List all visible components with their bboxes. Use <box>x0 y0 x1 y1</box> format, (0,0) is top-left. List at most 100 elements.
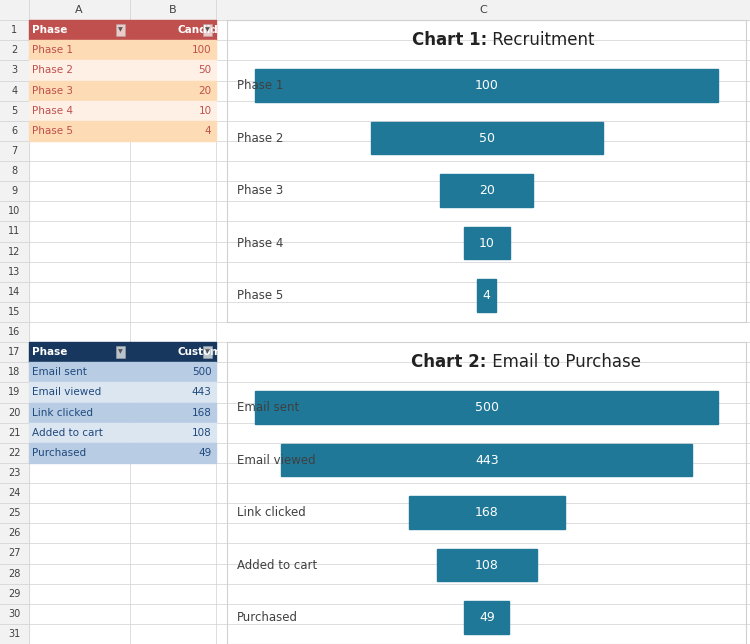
Text: 18: 18 <box>8 367 20 377</box>
Text: 15: 15 <box>8 307 20 317</box>
Text: 31: 31 <box>8 629 20 639</box>
Text: Phase 1: Phase 1 <box>32 45 74 55</box>
Bar <box>130 402 216 422</box>
Text: 12: 12 <box>8 247 20 256</box>
Text: 4: 4 <box>205 126 212 136</box>
Text: Purchased: Purchased <box>32 448 86 458</box>
FancyBboxPatch shape <box>116 24 125 36</box>
Text: Phase 2: Phase 2 <box>32 66 74 75</box>
Text: 168: 168 <box>475 506 499 519</box>
Bar <box>28 41 130 61</box>
Text: 5: 5 <box>11 106 17 116</box>
Bar <box>371 122 602 155</box>
Text: 11: 11 <box>8 227 20 236</box>
Bar <box>28 61 130 80</box>
Text: 22: 22 <box>8 448 20 458</box>
Text: 50: 50 <box>198 66 211 75</box>
Text: 30: 30 <box>8 609 20 619</box>
Bar <box>130 100 216 121</box>
Text: Candidates: Candidates <box>177 25 243 35</box>
Bar <box>130 41 216 61</box>
Text: 10: 10 <box>8 206 20 216</box>
Text: 17: 17 <box>8 347 20 357</box>
Text: 8: 8 <box>11 166 17 176</box>
Text: 10: 10 <box>198 106 211 116</box>
Bar <box>436 549 537 582</box>
Bar <box>28 100 130 121</box>
Bar <box>130 362 216 383</box>
Text: 7: 7 <box>11 146 17 156</box>
Text: 13: 13 <box>8 267 20 277</box>
Bar <box>409 497 565 529</box>
Text: 14: 14 <box>8 287 20 297</box>
Text: B: B <box>169 5 177 15</box>
Text: Email viewed: Email viewed <box>32 388 101 397</box>
Text: Link clicked: Link clicked <box>32 408 93 417</box>
Text: 20: 20 <box>8 408 20 417</box>
Bar <box>130 20 216 41</box>
Text: 4: 4 <box>483 289 490 302</box>
Text: Phase 5: Phase 5 <box>236 289 283 302</box>
Text: Phase 4: Phase 4 <box>236 237 283 250</box>
Text: Phase 4: Phase 4 <box>32 106 74 116</box>
Text: 100: 100 <box>475 79 499 92</box>
Text: 4: 4 <box>11 86 17 95</box>
Text: 108: 108 <box>192 428 211 438</box>
Bar <box>130 61 216 80</box>
Text: 24: 24 <box>8 488 20 498</box>
Text: 16: 16 <box>8 327 20 337</box>
Bar <box>130 422 216 443</box>
Text: Recruitment: Recruitment <box>487 31 594 49</box>
Text: Link clicked: Link clicked <box>236 506 305 519</box>
Text: Phase 2: Phase 2 <box>236 131 283 145</box>
Text: 26: 26 <box>8 528 20 538</box>
Text: 9: 9 <box>11 186 17 196</box>
Bar <box>28 80 130 100</box>
Bar <box>130 443 216 463</box>
Text: Added to cart: Added to cart <box>236 559 316 572</box>
FancyBboxPatch shape <box>116 346 125 358</box>
Text: 19: 19 <box>8 388 20 397</box>
Text: 2: 2 <box>11 45 17 55</box>
Text: ▼: ▼ <box>205 28 209 33</box>
Text: 3: 3 <box>11 66 17 75</box>
Text: 20: 20 <box>198 86 211 95</box>
Bar <box>28 422 130 443</box>
Text: Phase: Phase <box>32 25 68 35</box>
Text: 443: 443 <box>192 388 211 397</box>
Text: Phase: Phase <box>32 347 68 357</box>
Bar <box>28 402 130 422</box>
Text: 27: 27 <box>8 549 20 558</box>
Text: Phase 3: Phase 3 <box>236 184 283 197</box>
Text: 49: 49 <box>478 611 495 624</box>
Bar <box>255 70 718 102</box>
Text: Phase 1: Phase 1 <box>236 79 283 92</box>
Text: Email sent: Email sent <box>236 401 298 414</box>
Text: 28: 28 <box>8 569 20 578</box>
Text: 25: 25 <box>8 508 20 518</box>
Text: 500: 500 <box>475 401 499 414</box>
Text: 443: 443 <box>475 453 499 467</box>
Bar <box>0 0 750 20</box>
Text: Purchased: Purchased <box>236 611 298 624</box>
Text: ▼: ▼ <box>205 350 209 355</box>
Text: Added to cart: Added to cart <box>32 428 103 438</box>
Text: 20: 20 <box>478 184 495 197</box>
Bar <box>130 383 216 402</box>
Text: 168: 168 <box>192 408 211 417</box>
Text: 29: 29 <box>8 589 20 599</box>
Bar <box>28 383 130 402</box>
Text: 23: 23 <box>8 468 20 478</box>
Text: C: C <box>479 5 487 15</box>
Text: 10: 10 <box>478 237 495 250</box>
Bar <box>464 601 509 634</box>
FancyBboxPatch shape <box>202 24 211 36</box>
Text: Chart 1:: Chart 1: <box>412 31 487 49</box>
Text: Phase 3: Phase 3 <box>32 86 74 95</box>
Text: Email viewed: Email viewed <box>236 453 315 467</box>
Bar <box>130 121 216 141</box>
Text: 500: 500 <box>192 367 211 377</box>
Text: A: A <box>75 5 83 15</box>
Bar <box>255 392 718 424</box>
Text: 50: 50 <box>478 131 495 145</box>
